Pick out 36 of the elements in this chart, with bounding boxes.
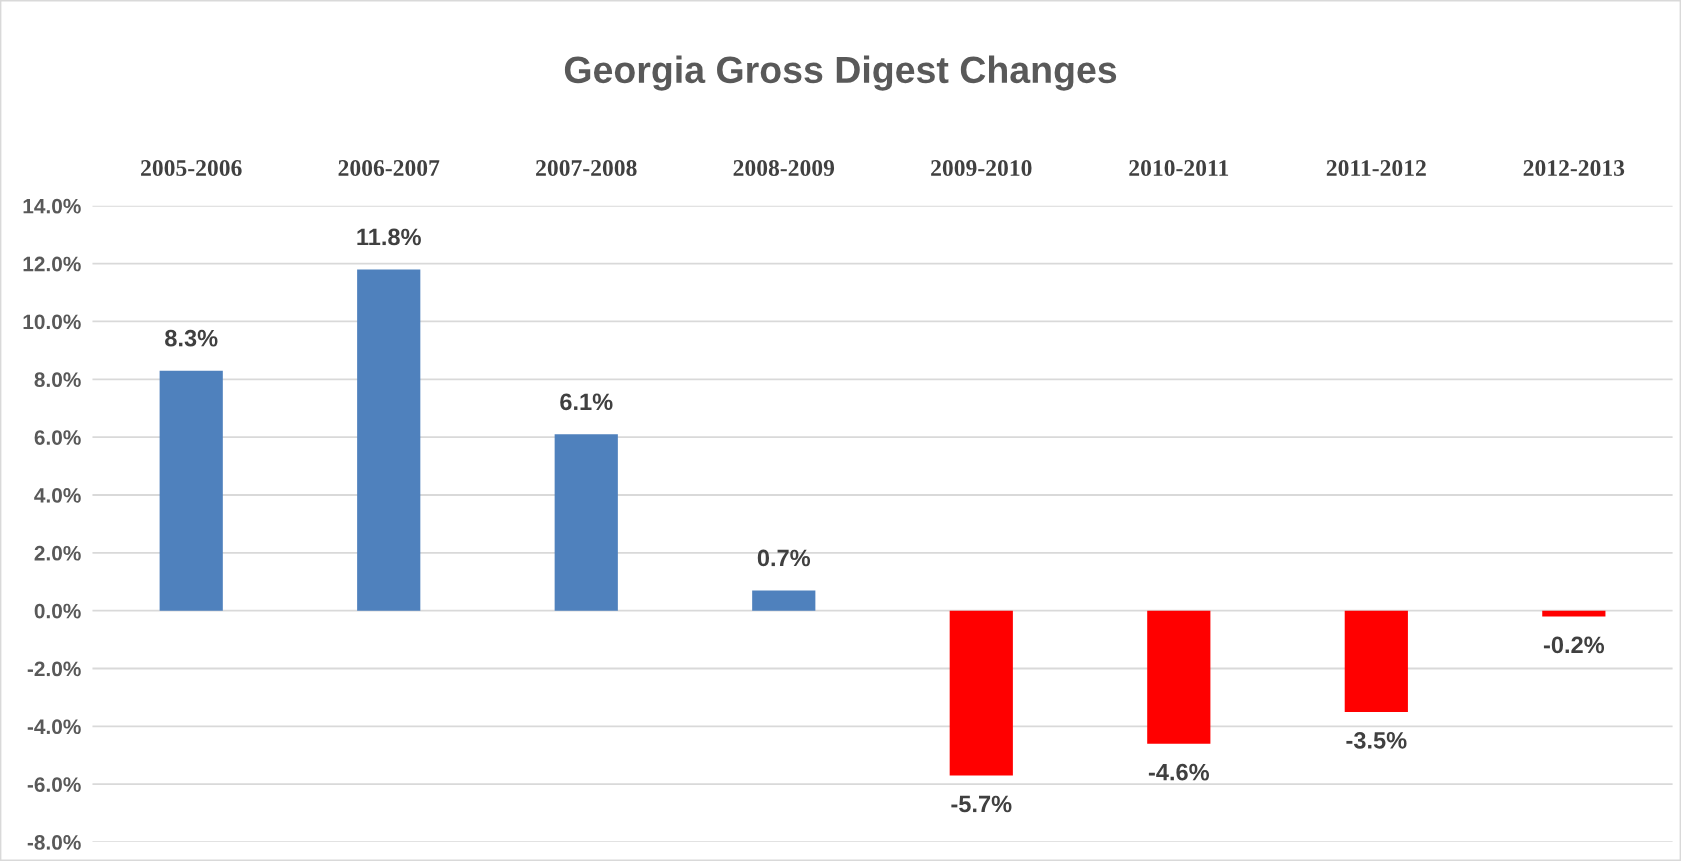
data-label: -0.2% <box>1543 636 1605 654</box>
y-tick-label: 10.0% <box>23 314 81 330</box>
bar <box>1147 610 1211 744</box>
bar <box>554 434 618 611</box>
data-label: 8.3% <box>165 329 218 347</box>
x-tick-label: 2006-2007 <box>338 160 440 176</box>
y-tick-label: 0.0% <box>34 603 81 619</box>
data-label: -4.6% <box>1148 763 1210 781</box>
x-tick-label: 2009-2010 <box>931 160 1032 176</box>
bar <box>159 370 223 611</box>
bar <box>949 610 1013 776</box>
data-label: 6.1% <box>560 393 613 411</box>
data-label: 0.7% <box>757 549 811 567</box>
y-tick-label: -2.0% <box>27 661 81 677</box>
bar <box>1344 610 1408 712</box>
x-tick-label: 2005-2006 <box>141 160 242 176</box>
y-tick-label: 14.0% <box>23 198 81 214</box>
bar <box>357 269 421 611</box>
x-tick-label: 2007-2008 <box>536 160 637 176</box>
y-tick-label: 12.0% <box>23 256 81 272</box>
x-tick-label: 2008-2009 <box>733 160 835 176</box>
data-label: 11.8% <box>357 228 421 246</box>
y-tick-label: 2.0% <box>34 545 81 561</box>
bar <box>752 590 816 611</box>
chart-title: Georgia Gross Digest Changes <box>564 55 1117 91</box>
y-tick-label: -6.0% <box>27 777 81 792</box>
data-label: -3.5% <box>1346 731 1407 749</box>
x-tick-label: 2012-2013 <box>1523 160 1625 176</box>
data-label: -5.7% <box>951 795 1012 813</box>
y-tick-label: 6.0% <box>34 430 81 445</box>
y-tick-label: 8.0% <box>34 372 81 388</box>
y-tick-label: -8.0% <box>27 835 81 850</box>
x-tick-label: 2011-2012 <box>1326 160 1426 176</box>
x-tick-label: 2010-2011 <box>1129 160 1229 176</box>
y-tick-label: -4.0% <box>27 719 81 735</box>
y-tick-label: 4.0% <box>34 488 81 503</box>
